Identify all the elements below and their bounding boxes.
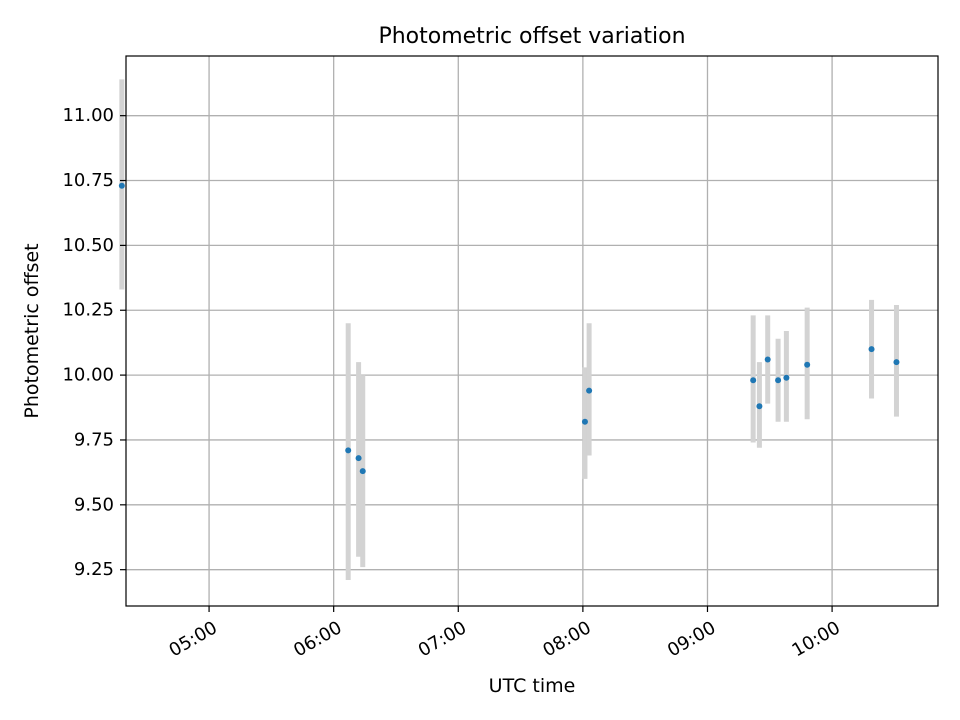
data-point	[804, 361, 811, 368]
y-tick-label: 10.75	[62, 170, 114, 191]
data-point	[783, 374, 790, 381]
data-point	[775, 377, 782, 384]
y-tick-label: 10.25	[62, 300, 114, 321]
y-tick-label: 9.25	[74, 559, 114, 580]
y-tick-layer: 9.25 9.50 9.75 10.00 10.25 10.50 10.75 11.00	[62, 105, 126, 580]
grid-layer	[126, 56, 938, 606]
data-point	[355, 455, 362, 462]
plot-frame	[125, 55, 939, 607]
chart-title: Photometric offset variation	[378, 24, 685, 49]
y-tick-label: 9.50	[74, 494, 114, 515]
y-tick-label: 10.50	[62, 235, 114, 256]
data-point	[750, 377, 757, 384]
data-point	[764, 356, 771, 363]
y-tick-label: 9.75	[74, 429, 114, 450]
y-tick-label: 10.00	[62, 365, 114, 386]
data-point	[345, 447, 352, 454]
data-point	[868, 346, 875, 353]
x-axis-title: UTC time	[489, 675, 576, 697]
data-point	[893, 359, 900, 366]
data-point	[118, 182, 125, 189]
y-axis-title: Photometric offset	[21, 243, 43, 418]
y-tick-label: 11.00	[62, 105, 114, 126]
data-point	[359, 468, 366, 475]
data-point	[586, 387, 593, 394]
point-layer	[118, 182, 900, 475]
data-point	[581, 418, 588, 425]
data-point	[756, 403, 763, 410]
